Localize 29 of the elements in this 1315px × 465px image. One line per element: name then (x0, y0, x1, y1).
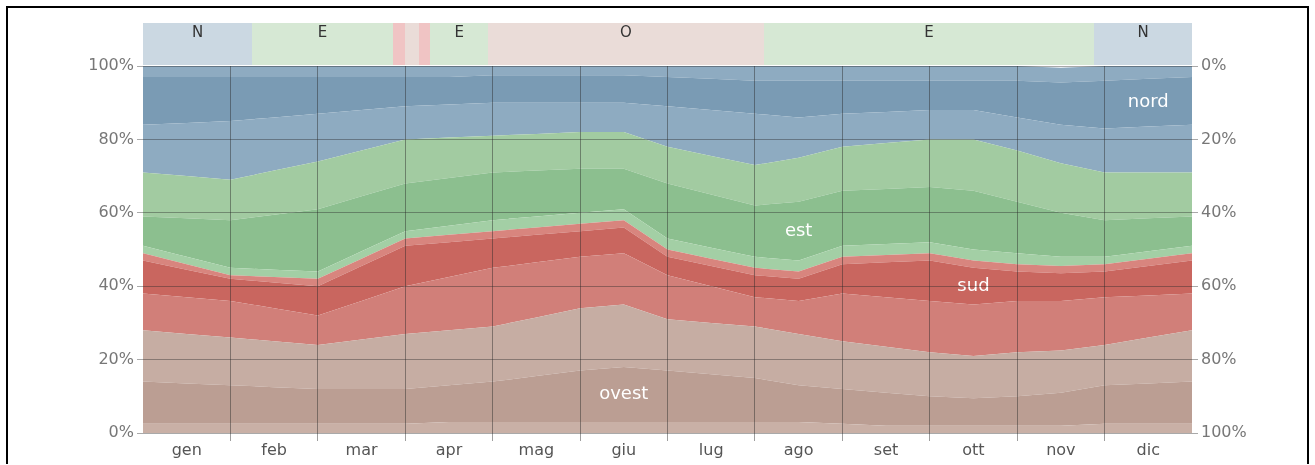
x-tick-label: set (873, 439, 899, 459)
y-tick-label: 60% (98, 201, 134, 221)
x-tick-label: ago (783, 439, 814, 459)
x-tick-label: lug (698, 439, 724, 459)
x-tick-label: mag (518, 439, 555, 459)
y2-tick-label: 100% (1201, 422, 1247, 442)
x-tick-label: giu (611, 439, 637, 459)
series-label: sud (957, 273, 990, 295)
x-tick-label: apr (435, 439, 463, 459)
x-tick-label: feb (261, 439, 287, 459)
y2-tick-label: 60% (1201, 275, 1237, 295)
y-tick-label: 0% (108, 422, 134, 442)
y-tick-label: 80% (98, 128, 134, 148)
y2-tick-label: 80% (1201, 348, 1237, 368)
series-label: nord (1127, 90, 1169, 112)
series-label: est (784, 218, 813, 240)
y-tick-label: 20% (98, 348, 134, 368)
y2-tick-label: 40% (1201, 201, 1237, 221)
x-tick-label: ott (962, 439, 985, 459)
x-tick-label: nov (1046, 439, 1076, 459)
x-tick-label: dic (1136, 439, 1160, 459)
y-tick-label: 40% (98, 275, 134, 295)
series-label: ovest (599, 382, 649, 404)
y2-tick-label: 0% (1201, 55, 1227, 75)
y-tick-label: 100% (88, 55, 134, 75)
x-tick-label: mar (345, 439, 378, 459)
y2-tick-label: 20% (1201, 128, 1237, 148)
header-strip: N E E O E N (143, 23, 1192, 65)
x-tick-label: gen (171, 439, 202, 459)
